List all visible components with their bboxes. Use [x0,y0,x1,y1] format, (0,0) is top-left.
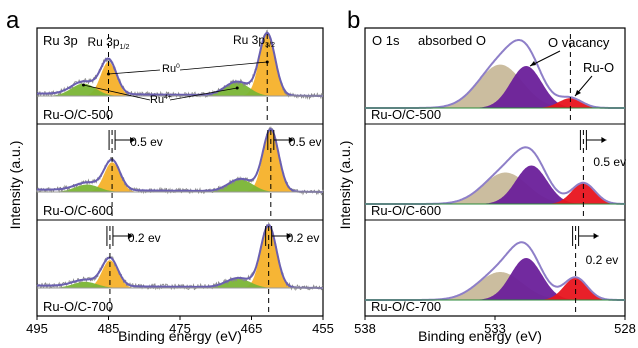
shift-arrowhead [288,137,294,143]
panel-a-label: a [6,7,20,34]
x-tick-label: 465 [241,321,263,336]
annotation-leader-dot [235,86,239,90]
annotation-leader-dot [81,83,85,87]
x-tick-label: 475 [169,321,191,336]
annotation-leader-line [83,84,151,101]
o-vacancy-arrowhead [530,61,536,66]
o-vacancy-label: O vacancy [548,35,610,50]
shift-label: 0.2 ev [128,231,161,245]
annotation-leader-line [169,87,238,101]
shift-arrowhead [127,233,133,239]
annotation-leader-line [108,69,161,75]
peak-absorbed-o [365,272,625,300]
peak-ru4-3p3-2 [37,278,323,288]
sample-label: Ru-O/C-700 [43,299,113,314]
peak-ru-o [365,183,625,204]
sample-label: Ru-O/C-600 [371,203,441,218]
envelope-fit-line [37,224,323,289]
peak-ru0-3p3-2 [37,226,323,288]
annotation-leader-dot [265,60,269,64]
shift-label: 0.2 ev [586,253,619,267]
panel-a-plot: 495 485 475 465 455 Ru-O/C-500 Ru-O/C-600 0.5 e… [26,27,334,336]
shift-arrowhead [593,233,599,239]
peak-ru-o [365,98,625,108]
shift-label: 0.2 ev [287,231,320,245]
sample-label: Ru-O/C-600 [43,203,113,218]
x-tick-label: 495 [26,321,48,336]
ru-3p12-label: Ru 3p1/2 [87,35,129,51]
panel-b-xlabel: Binding energy (eV) [418,328,542,344]
peak-ru-o [365,277,625,300]
peak-ru4-3p1-2 [37,184,323,192]
peak-ru0-3p3-2 [37,130,323,192]
annotation-leader-line [179,61,268,71]
x-tick-label: 533 [484,321,506,336]
panel-b-plot: 538 533 528 Ru-O/C-500 Ru-O/C-600 0.5 ev Ru-O/… [354,27,636,336]
shift-arrowhead [286,233,292,239]
shift-label: 0.5 ev [130,135,163,149]
sample-label: Ru-O/C-500 [43,107,113,122]
annotation-leader-dot [107,72,110,76]
panel-b-ylabel: Intensity (a.u.) [337,141,353,230]
shift-arrowhead [601,137,607,143]
panel-b-title: O 1s [372,33,400,48]
x-tick-label: 455 [312,321,334,336]
peak-absorbed-o [365,172,625,204]
peak-ru4-3p1-2 [37,83,323,96]
peak-ru4-3p1-2 [37,281,323,288]
absorbed-o-label: absorbed O [418,33,486,48]
panel-a-ylabel: Intensity (a.u.) [7,141,23,230]
envelope-fit-line [37,31,323,97]
panel-a-title: Ru 3p [43,33,78,48]
x-tick-label: 528 [614,321,636,336]
peak-absorbed-o [365,64,625,108]
peak-ru0-3p3-2 [37,34,323,96]
peak-ru4-3p3-2 [37,82,323,96]
shift-label: 0.5 ev [593,155,626,169]
shift-arrowhead [130,137,136,143]
sample-label: Ru-O/C-500 [371,107,441,122]
ru0-label: Ru0 [162,63,180,75]
peak-ru0-3p1-2 [37,162,323,192]
envelope-fit-line [37,127,323,193]
sample-label: Ru-O/C-700 [371,299,441,314]
shift-label: 0.5 ev [289,135,322,149]
ru-o-arrowhead [575,90,581,96]
x-tick-label: 538 [354,321,376,336]
ru-o-label: Ru-O [583,60,614,75]
panel-b-label: b [347,7,360,34]
peak-ru4-3p3-2 [37,179,323,192]
ru-3p32-label: Ru 3p3/2 [233,33,275,49]
x-tick-label: 485 [98,321,120,336]
ru4-label: Ru4+ [150,94,172,106]
peak-ru0-3p1-2 [37,260,323,288]
panel-a-xlabel: Binding energy (eV) [118,328,242,344]
